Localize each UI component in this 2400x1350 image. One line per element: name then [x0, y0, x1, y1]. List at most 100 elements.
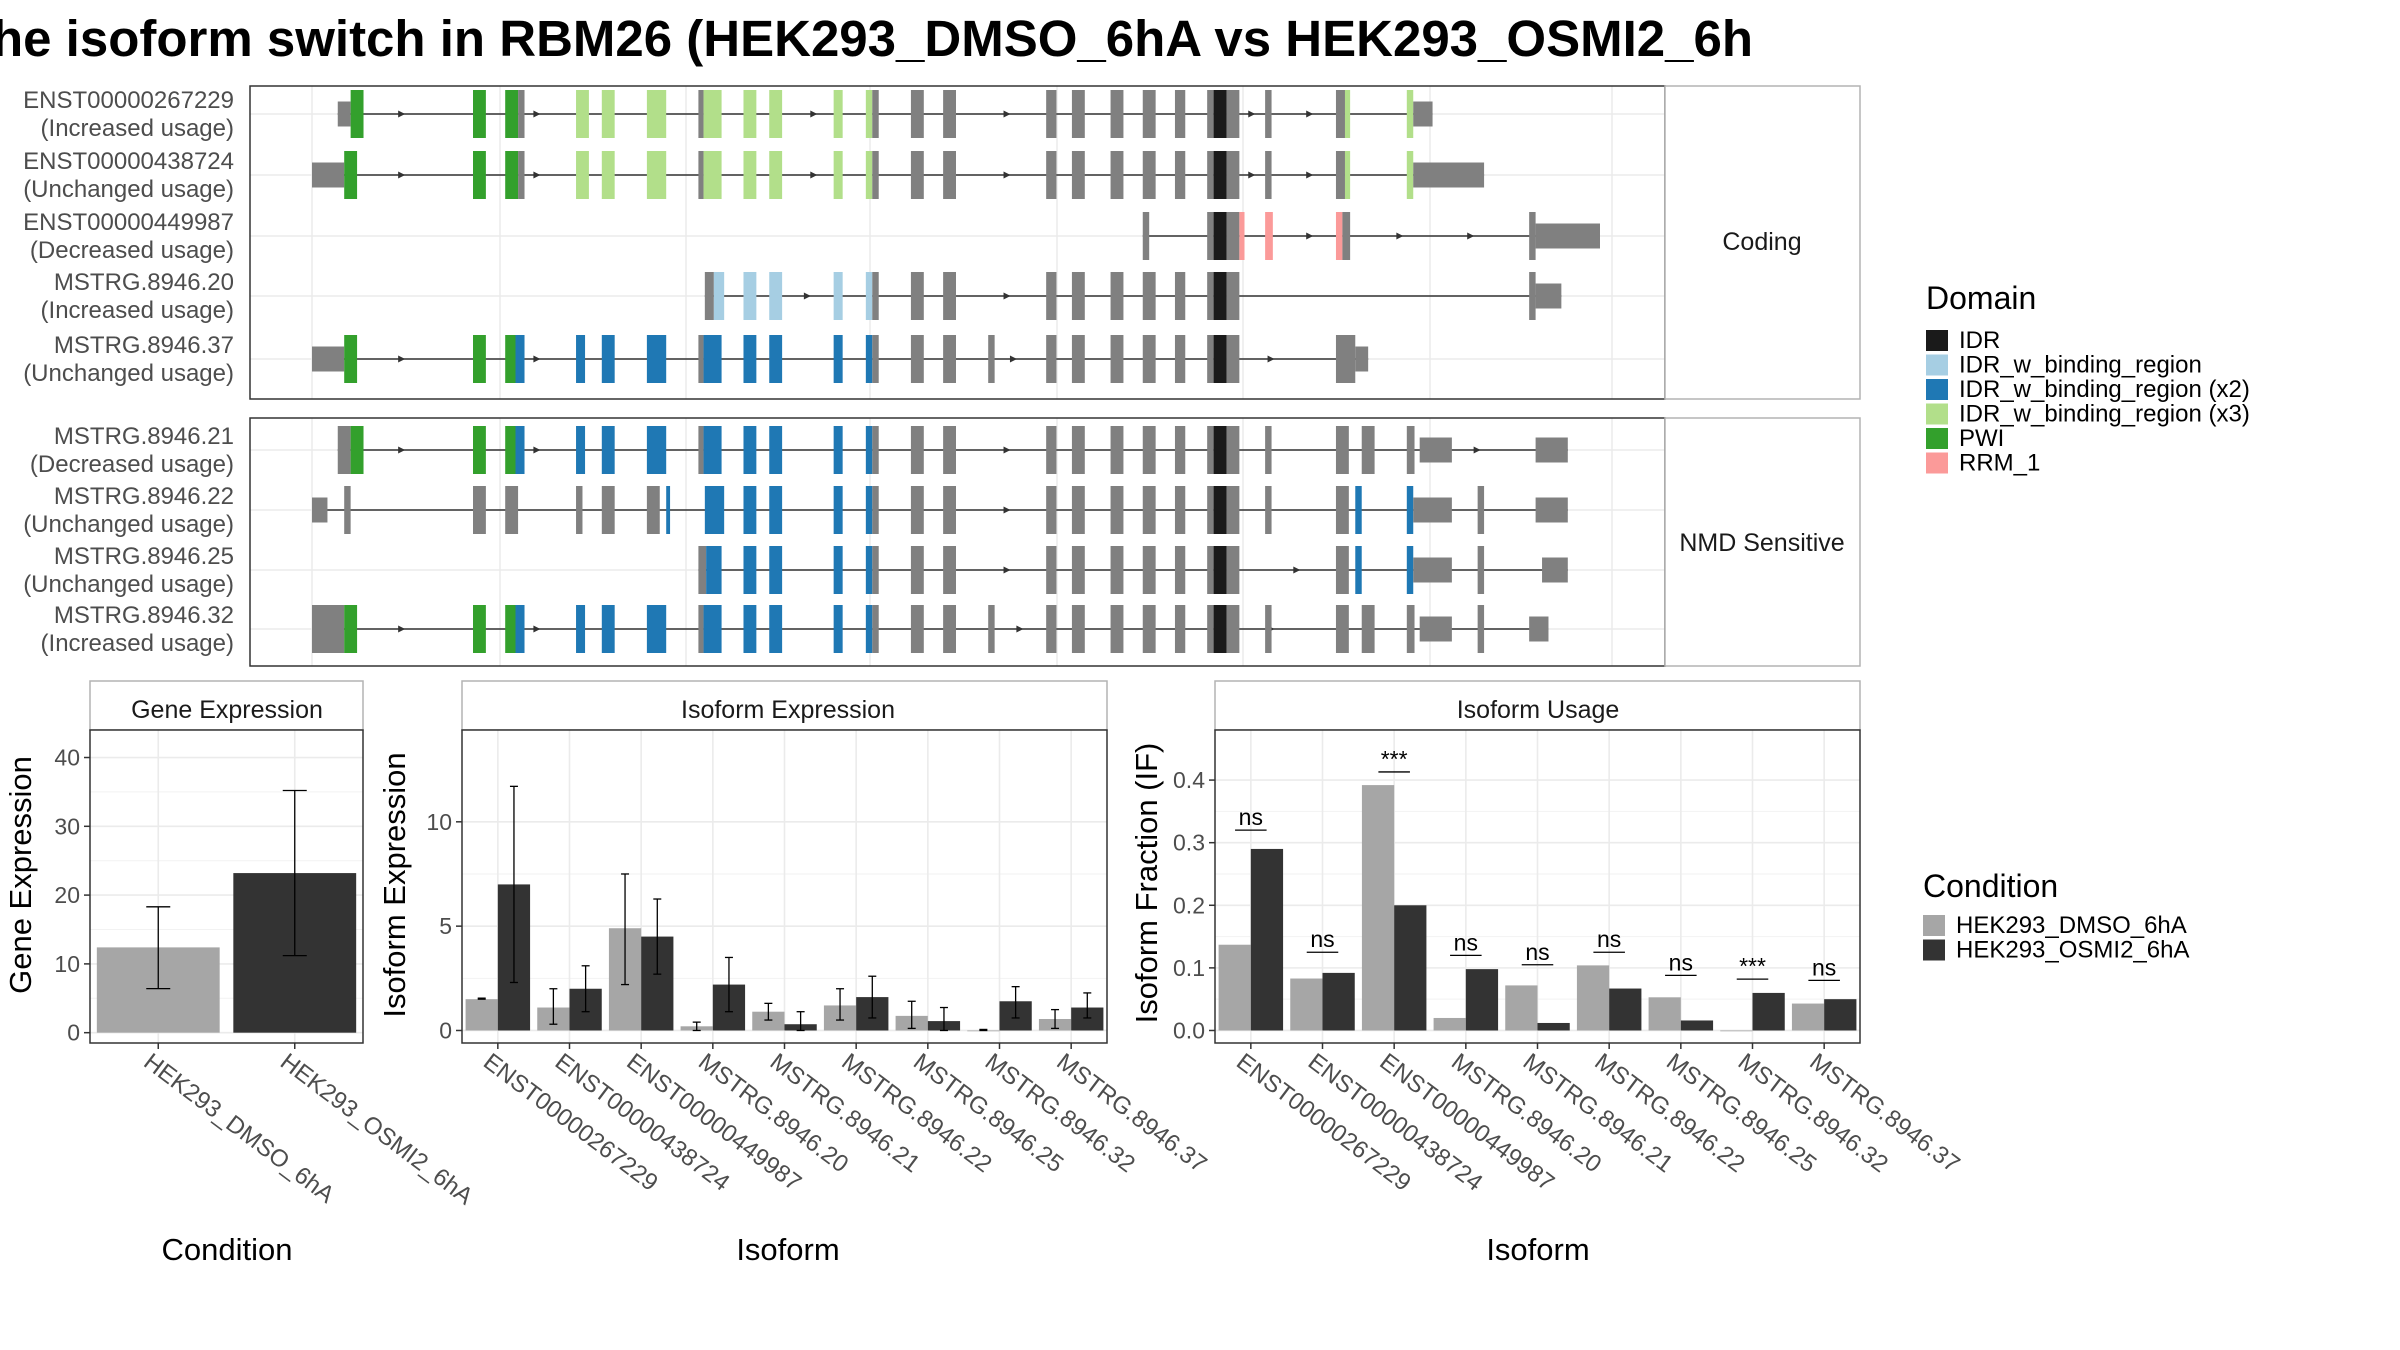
exon-block — [706, 546, 722, 594]
exon-block — [769, 272, 783, 320]
condition-legend: Condition HEK293_DMSO_6hAHEK293_OSMI2_6h… — [1923, 868, 2189, 964]
exon-block — [1142, 426, 1156, 474]
exon-block — [703, 90, 722, 138]
isoform-usage-chart-title: Isoform Usage — [1457, 696, 1620, 724]
exon-block — [1046, 546, 1057, 594]
exon-block — [1207, 212, 1214, 260]
exon-block — [1226, 272, 1240, 320]
utr-block — [1413, 557, 1452, 583]
exon-block — [1174, 90, 1186, 138]
exon-block — [576, 486, 583, 534]
exon-block — [703, 426, 722, 474]
exon-block — [1265, 605, 1272, 653]
y-tick-label: 0.2 — [1173, 892, 1205, 918]
utr-block — [1535, 437, 1568, 463]
strand-arrow — [1396, 232, 1404, 240]
domain-legend: Domain IDRIDR_w_binding_regionIDR_w_bind… — [1926, 280, 2250, 477]
exon-block — [1207, 546, 1214, 594]
exon-block — [865, 426, 873, 474]
strand-arrow — [398, 625, 406, 633]
exon-block — [833, 272, 843, 320]
exon-block — [943, 486, 956, 534]
exon-block — [703, 605, 722, 653]
exon-block — [704, 486, 725, 534]
strand-arrow — [533, 625, 541, 633]
exon-block — [1213, 90, 1227, 138]
exon-block — [1477, 605, 1485, 653]
exon-block — [1071, 426, 1085, 474]
strand-arrow — [1473, 446, 1481, 454]
exon-block — [910, 546, 924, 594]
isoform-expression-y-title: Isoform Expression — [377, 752, 412, 1017]
bar — [1465, 969, 1499, 1031]
exon-block — [1174, 546, 1186, 594]
exon-block — [1174, 605, 1186, 653]
exon-block — [1335, 90, 1345, 138]
exon-block — [865, 546, 873, 594]
transcript-name: MSTRG.8946.21 — [54, 423, 234, 450]
domain-legend-swatch — [1926, 379, 1948, 400]
y-tick-label: 40 — [54, 745, 80, 771]
exon-block — [576, 426, 586, 474]
strand-arrow — [1467, 232, 1475, 240]
transcript-name: MSTRG.8946.20 — [54, 269, 234, 296]
exon-block — [1142, 486, 1156, 534]
strand-arrow — [1003, 566, 1011, 574]
exon-block — [1142, 605, 1156, 653]
y-tick-label: 0.1 — [1173, 955, 1205, 981]
bar — [1824, 999, 1857, 1031]
exon-block — [646, 151, 667, 199]
bar — [1361, 785, 1395, 1031]
exon-block — [743, 605, 757, 653]
utr-block — [1413, 101, 1433, 127]
transcript-usage: (Decreased usage) — [30, 451, 234, 478]
significance-label: *** — [1739, 953, 1766, 979]
exon-block — [601, 151, 615, 199]
exon-block — [1071, 335, 1085, 383]
exon-block — [344, 335, 358, 383]
exon-block — [988, 605, 995, 653]
strand-arrow — [533, 171, 541, 179]
strand-arrow — [1003, 171, 1011, 179]
transcript-row: MSTRG.8946.22(Unchanged usage) — [23, 483, 1568, 538]
utr-block — [1419, 437, 1452, 463]
exon-block — [1213, 426, 1227, 474]
condition-legend-label: HEK293_OSMI2_6hA — [1956, 937, 2189, 964]
utr-block — [1413, 162, 1485, 188]
exon-block — [1335, 486, 1349, 534]
condition-legend-title: Condition — [1923, 868, 2058, 904]
exon-block — [698, 90, 704, 138]
exon-block — [943, 272, 956, 320]
exon-block — [769, 486, 783, 534]
exon-block — [1071, 151, 1085, 199]
exon-block — [872, 90, 879, 138]
exon-block — [943, 426, 956, 474]
figure-title: he isoform switch in RBM26 (HEK293_DMSO_… — [0, 10, 1753, 67]
structure-panel-background — [250, 86, 1665, 399]
transcript-row: MSTRG.8946.37(Unchanged usage) — [23, 332, 1369, 387]
transcript-name: MSTRG.8946.22 — [54, 483, 234, 510]
exon-block — [1207, 90, 1214, 138]
exon-block — [601, 605, 615, 653]
exon-block — [769, 605, 783, 653]
exon-block — [872, 272, 879, 320]
exon-block — [337, 426, 351, 474]
domain-legend-label: PWI — [1959, 425, 2004, 452]
exon-block — [769, 426, 783, 474]
exon-block — [1142, 272, 1156, 320]
domain-legend-swatch — [1926, 354, 1948, 376]
transcript-row: MSTRG.8946.21(Decreased usage) — [30, 423, 1568, 478]
exon-block — [1174, 486, 1186, 534]
exon-block — [698, 426, 704, 474]
structure-panel-0: ENST00000267229(Increased usage)ENST0000… — [23, 85, 1666, 400]
bar — [1537, 1022, 1570, 1031]
exon-block — [704, 272, 714, 320]
exon-block — [943, 335, 956, 383]
exon-block — [872, 335, 879, 383]
significance-label: ns — [1812, 954, 1836, 980]
exon-block — [1174, 426, 1186, 474]
exon-block — [1226, 212, 1240, 260]
y-tick-label: 0.3 — [1173, 830, 1205, 856]
exon-block — [1046, 272, 1057, 320]
exon-block — [703, 335, 722, 383]
